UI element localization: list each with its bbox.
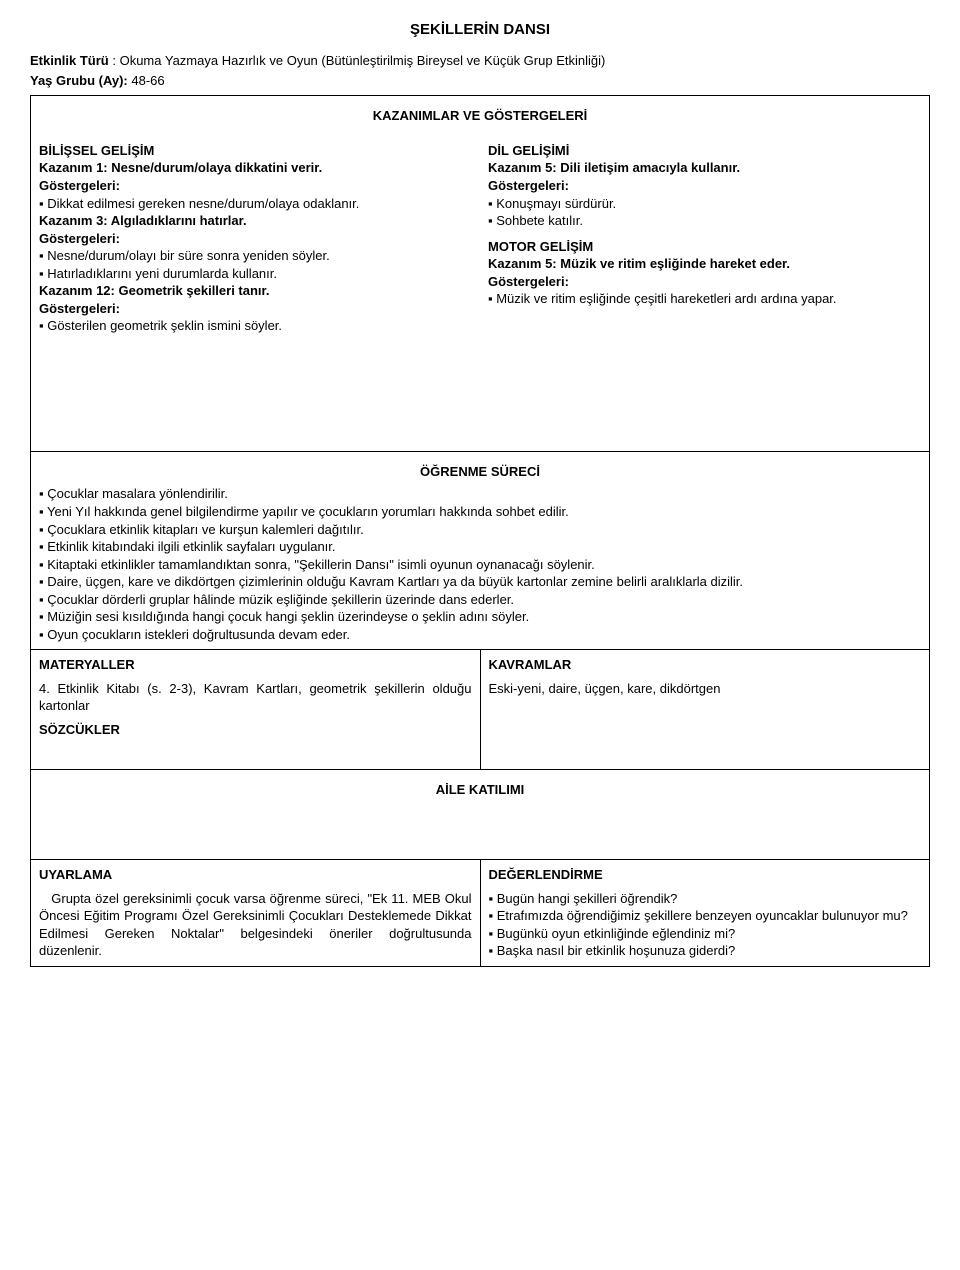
left-bullet-1: ▪ Dikkat edilmesi gereken nesne/durum/ol… (39, 195, 472, 213)
gostergeleri-label-2: Göstergeleri: (39, 230, 472, 248)
uyarlama-heading: UYARLAMA (39, 866, 472, 884)
age-group-value: 48-66 (128, 73, 165, 88)
ogrenme-header: ÖĞRENME SÜRECİ (39, 458, 921, 486)
activity-type-label: Etkinlik Türü (30, 53, 109, 68)
ogrenme-line-3: ▪ Etkinlik kitabındaki ilgili etkinlik s… (39, 538, 921, 556)
degerlendirme-heading: DEĞERLENDİRME (489, 866, 922, 884)
ogrenme-line-7: ▪ Müziğin sesi kısıldığında hangi çocuk … (39, 608, 921, 626)
right-bullet-2: ▪ Sohbete katılır. (488, 212, 921, 230)
deger-bullet-4: ▪ Başka nasıl bir etkinlik hoşunuza gide… (489, 942, 922, 960)
materyaller-heading: MATERYALLER (39, 656, 472, 674)
ogrenme-line-5: ▪ Daire, üçgen, kare ve dikdörtgen çizim… (39, 573, 921, 591)
dil-heading: DİL GELİŞİMİ (488, 142, 921, 160)
deger-bullet-2: ▪ Etrafımızda öğrendiğimiz şekillere ben… (489, 907, 922, 925)
ogrenme-line-2: ▪ Çocuklara etkinlik kitapları ve kurşun… (39, 521, 921, 539)
motor-gostergeleri: Göstergeleri: (488, 273, 921, 291)
dil-kazanim-5: Kazanım 5: Dili iletişim amacıyla kullan… (488, 159, 921, 177)
left-bullet-3: ▪ Hatırladıklarını yeni durumlarda kulla… (39, 265, 472, 283)
deger-bullet-3: ▪ Bugünkü oyun etkinliğinde eğlendiniz m… (489, 925, 922, 943)
age-group-row: Yaş Grubu (Ay): 48-66 (30, 72, 930, 90)
materyaller-text: 4. Etkinlik Kitabı (s. 2-3), Kavram Kart… (39, 680, 472, 715)
kavramlar-heading: KAVRAMLAR (489, 656, 922, 674)
ogrenme-line-6: ▪ Çocuklar dörderli gruplar hâlinde müzi… (39, 591, 921, 609)
ogrenme-line-1: ▪ Yeni Yıl hakkında genel bilgilendirme … (39, 503, 921, 521)
sozcukler-heading: SÖZCÜKLER (39, 721, 472, 739)
kazanim-12: Kazanım 12: Geometrik şekilleri tanır. (39, 282, 472, 300)
kazanim-1: Kazanım 1: Nesne/durum/olaya dikkatini v… (39, 159, 472, 177)
ogrenme-line-8: ▪ Oyun çocukların istekleri doğrultusund… (39, 626, 921, 644)
ogrenme-line-4: ▪ Kitaptaki etkinlikler tamamlandıktan s… (39, 556, 921, 574)
left-bullet-4: ▪ Gösterilen geometrik şeklin ismini söy… (39, 317, 472, 335)
gostergeleri-label-3: Göstergeleri: (39, 300, 472, 318)
deger-bullet-1: ▪ Bugün hangi şekilleri öğrendik? (489, 890, 922, 908)
activity-type-row: Etkinlik Türü : Okuma Yazmaya Hazırlık v… (30, 52, 930, 70)
kazanimlar-header: KAZANIMLAR VE GÖSTERGELERİ (39, 102, 921, 130)
dil-gostergeleri: Göstergeleri: (488, 177, 921, 195)
motor-heading: MOTOR GELİŞİM (488, 238, 921, 256)
age-group-label: Yaş Grubu (Ay): (30, 73, 128, 88)
kavramlar-text: Eski-yeni, daire, üçgen, kare, dikdörtge… (489, 680, 922, 698)
kazanim-3: Kazanım 3: Algıladıklarını hatırlar. (39, 212, 472, 230)
kazanimlar-table: KAZANIMLAR VE GÖSTERGELERİ BİLİŞSEL GELİ… (30, 95, 930, 967)
aile-header: AİLE KATILIMI (39, 776, 921, 804)
motor-kazanim-5: Kazanım 5: Müzik ve ritim eşliğinde hare… (488, 255, 921, 273)
right-bullet-1: ▪ Konuşmayı sürdürür. (488, 195, 921, 213)
bilissel-heading: BİLİŞSEL GELİŞİM (39, 142, 472, 160)
gostergeleri-label: Göstergeleri: (39, 177, 472, 195)
ogrenme-line-0: ▪ Çocuklar masalara yönlendirilir. (39, 485, 921, 503)
page-title: ŞEKİLLERİN DANSI (30, 20, 930, 40)
right-bullet-3: ▪ Müzik ve ritim eşliğinde çeşitli harek… (488, 290, 921, 308)
left-bullet-2: ▪ Nesne/durum/olayı bir süre sonra yenid… (39, 247, 472, 265)
activity-type-value: : Okuma Yazmaya Hazırlık ve Oyun (Bütünl… (112, 53, 605, 68)
uyarlama-text: Grupta özel gereksinimli çocuk varsa öğr… (39, 890, 472, 960)
